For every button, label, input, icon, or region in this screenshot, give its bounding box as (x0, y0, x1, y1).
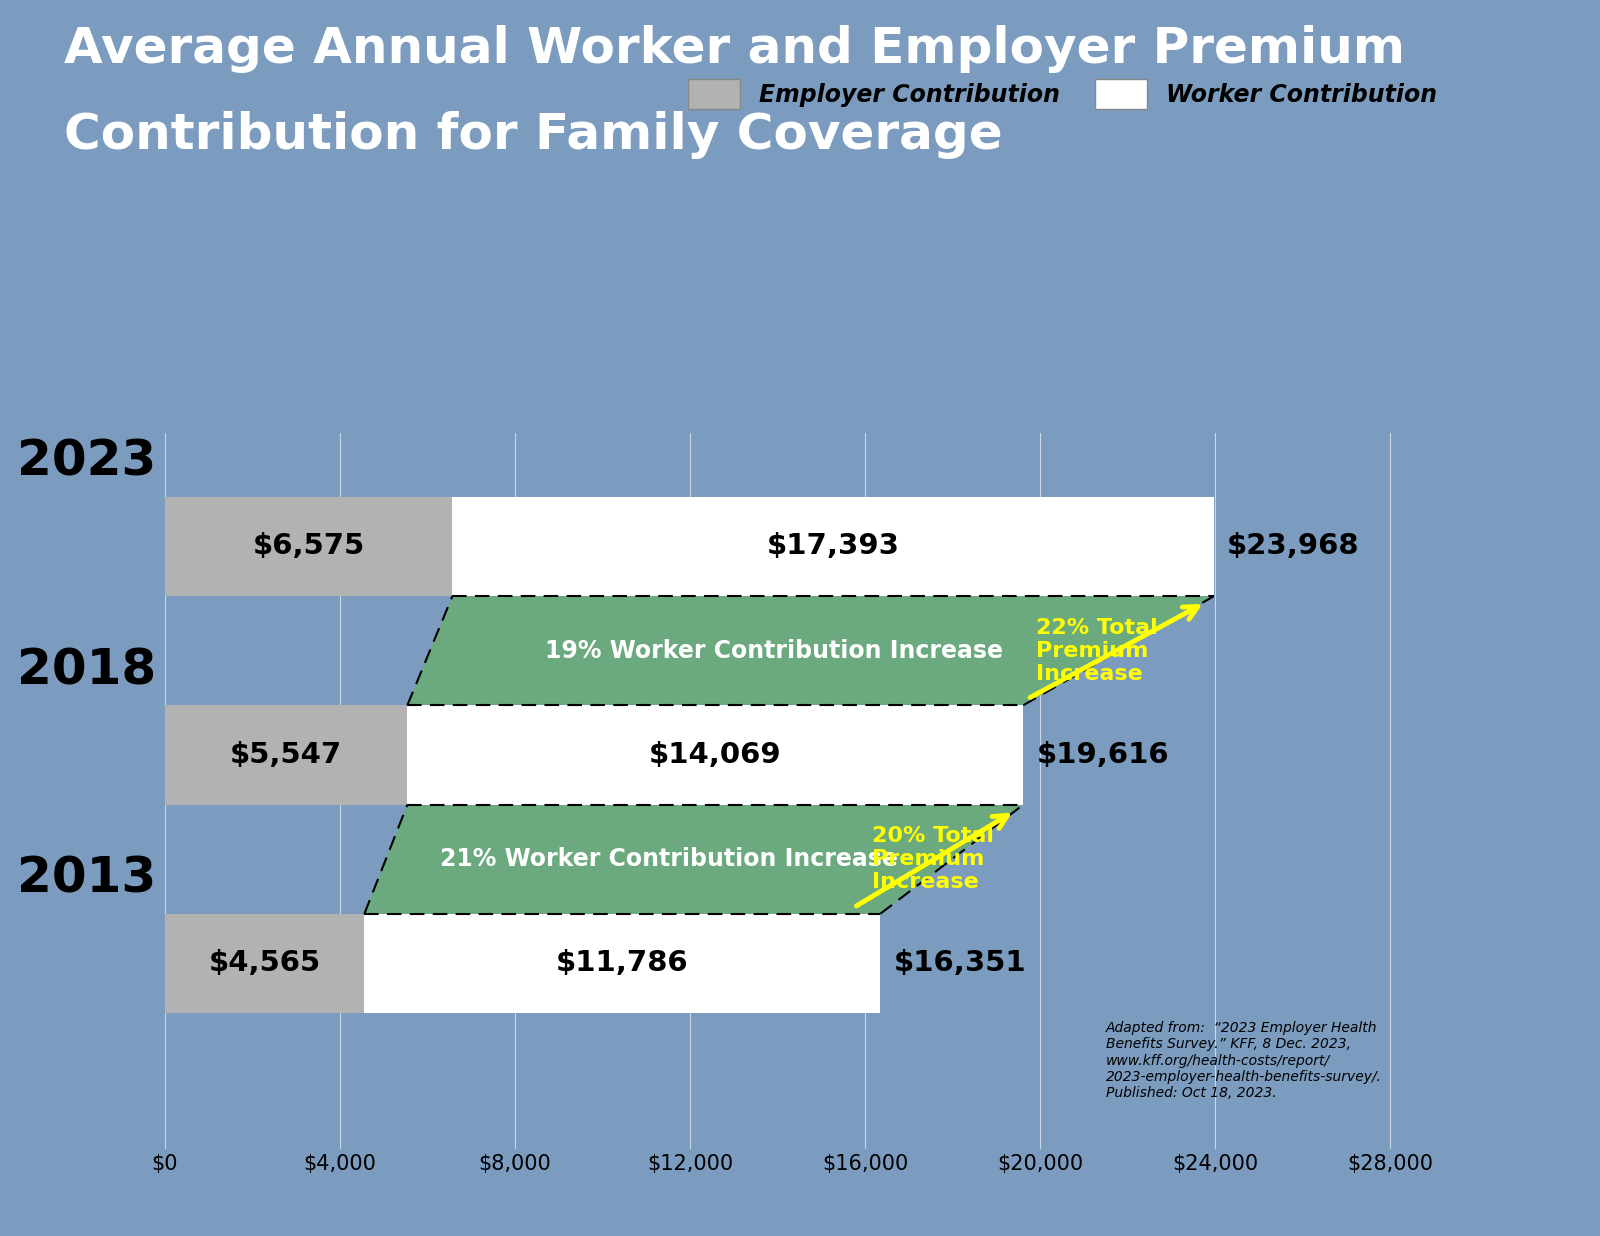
Text: 21% Worker Contribution Increase: 21% Worker Contribution Increase (440, 847, 898, 871)
Bar (453, 497, 1214, 596)
Polygon shape (365, 805, 1024, 913)
Text: 20% Total
Premium
Increase: 20% Total Premium Increase (872, 826, 994, 892)
Text: $17,393: $17,393 (766, 533, 899, 560)
Text: 2013: 2013 (16, 854, 155, 902)
Bar (408, 706, 1024, 805)
Legend: Employer Contribution, Worker Contribution: Employer Contribution, Worker Contributi… (682, 72, 1445, 116)
Text: $19,616: $19,616 (1037, 740, 1170, 769)
Text: 2023: 2023 (16, 438, 155, 486)
Text: $16,351: $16,351 (893, 949, 1026, 978)
Bar (165, 706, 408, 805)
Text: $11,786: $11,786 (557, 949, 688, 978)
Polygon shape (408, 596, 1214, 706)
Text: $4,565: $4,565 (208, 949, 320, 978)
Text: 22% Total
Premium
Increase: 22% Total Premium Increase (1037, 618, 1158, 684)
Text: $23,968: $23,968 (1227, 533, 1360, 560)
Text: $5,547: $5,547 (230, 740, 342, 769)
Bar (165, 913, 365, 1014)
Text: 19% Worker Contribution Increase: 19% Worker Contribution Increase (546, 639, 1003, 662)
Text: $6,575: $6,575 (253, 533, 365, 560)
Text: Adapted from:  “2023 Employer Health
Benefits Survey.” KFF, 8 Dec. 2023,
www.kff: Adapted from: “2023 Employer Health Bene… (1106, 1021, 1382, 1100)
Bar (165, 497, 453, 596)
Text: Contribution for Family Coverage: Contribution for Family Coverage (64, 111, 1003, 159)
Text: Average Annual Worker and Employer Premium: Average Annual Worker and Employer Premi… (64, 25, 1405, 73)
Text: 2018: 2018 (16, 646, 155, 693)
Bar (365, 913, 880, 1014)
Text: $14,069: $14,069 (650, 740, 782, 769)
